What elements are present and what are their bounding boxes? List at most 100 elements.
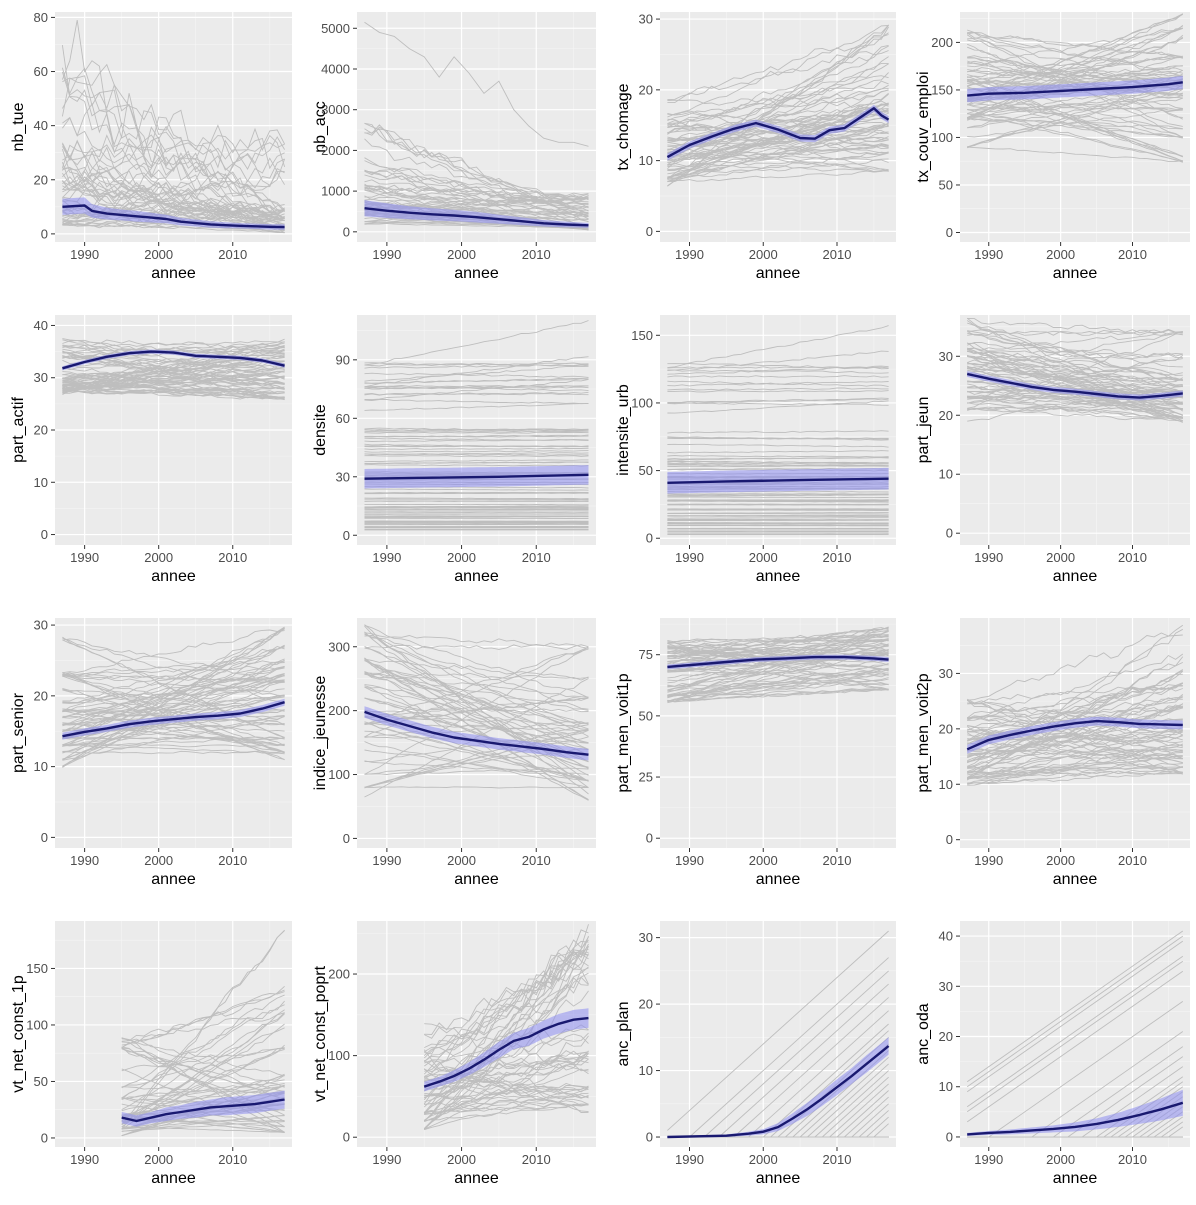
individual-series-line (967, 737, 1183, 764)
individual-series-line (424, 1053, 589, 1130)
individual-series-line (364, 455, 589, 457)
chart-svg-part_senior: 1990 2000 2010 0 10 20 30 annee part_senior (10, 618, 292, 888)
y-tick-label: 0 (946, 832, 953, 847)
individual-series-line (967, 744, 1183, 785)
individual-series-line (667, 626, 889, 658)
chart-densite: 1990 2000 2010 0 30 60 90 annee densite (302, 303, 602, 603)
individual-series-line (966, 955, 1184, 1108)
y-tick-label: 0 (343, 224, 350, 239)
y-tick-label: 0 (41, 226, 48, 241)
individual-series-line (967, 356, 1183, 397)
y-tick-label: 150 (931, 82, 953, 97)
individual-series-line (62, 750, 285, 755)
x-tick-label: 2000 (1046, 1152, 1075, 1167)
x-axis-title: annee (756, 265, 801, 282)
x-tick-label: 1990 (675, 853, 704, 868)
y-axis-title: part_men_voit2p (915, 673, 932, 792)
x-tick-label: 1990 (70, 853, 99, 868)
individual-series-line (667, 131, 889, 179)
y-tick-label: 150 (26, 961, 48, 976)
individual-series-line (62, 364, 285, 371)
individual-series-line (667, 390, 889, 393)
x-tick-label: 2000 (447, 550, 476, 565)
individual-series-line (667, 375, 889, 378)
individual-series-line (967, 55, 1183, 81)
individual-series-line (967, 757, 1183, 784)
y-axis-title: part_men_voit1p (615, 673, 632, 792)
individual-series-line (667, 499, 889, 501)
individual-series-line (364, 450, 589, 453)
individual-series-line (667, 45, 889, 135)
individual-series-line (364, 122, 589, 231)
x-tick-label: 1990 (974, 853, 1003, 868)
individual-series-line (667, 158, 889, 179)
individual-series-line (967, 329, 1183, 336)
individual-series-line (364, 624, 589, 699)
individual-series-line (364, 498, 589, 501)
chart-svg-anc_oda: 1990 2000 2010 0 10 20 30 40 annee anc_oda (915, 921, 1190, 1187)
individual-series-line (121, 1048, 285, 1072)
individual-series-line (364, 491, 589, 494)
individual-series-line (364, 671, 589, 725)
individual-series-line (424, 1086, 589, 1100)
individual-series-line (62, 628, 285, 761)
individual-series-line (967, 146, 1183, 162)
y-tick-label: 10 (34, 475, 48, 490)
individual-series-line (364, 697, 589, 769)
individual-series-line (667, 930, 889, 1131)
individual-series-line (667, 642, 889, 658)
individual-series-line (967, 94, 1183, 129)
individual-series-line (967, 402, 1183, 419)
confidence-ribbon (667, 1037, 889, 1138)
individual-series-line (61, 124, 285, 170)
y-axis-title: nb_acc (312, 101, 329, 153)
x-axis-title: annee (1053, 871, 1098, 888)
chart-tx_couv_emploi: 1990 2000 2010 0 50 100 150 200 annee tx_couv_emp… (905, 0, 1196, 300)
individual-series-line (121, 989, 285, 1049)
y-tick-label: 20 (34, 423, 48, 438)
individual-series-line (424, 1088, 589, 1131)
y-axis-title: tx_chomage (615, 83, 632, 170)
individual-series-line (424, 1059, 589, 1113)
individual-series-line (62, 375, 285, 381)
y-tick-label: 0 (946, 526, 953, 541)
individual-series-line (667, 24, 889, 170)
x-tick-label: 2000 (1046, 550, 1075, 565)
individual-series-line (967, 368, 1183, 392)
x-tick-label: 2000 (144, 853, 173, 868)
individual-series-line (967, 32, 1183, 77)
x-tick-label: 1990 (372, 550, 401, 565)
individual-series-line (667, 400, 889, 414)
individual-series-line (667, 494, 889, 497)
individual-series-line (121, 994, 285, 1099)
y-tick-label: 300 (328, 639, 350, 654)
individual-series-line (667, 639, 889, 650)
individual-series-line (667, 496, 889, 499)
y-tick-label: 100 (26, 1017, 48, 1032)
y-tick-label: 40 (34, 318, 48, 333)
individual-series-line (667, 50, 889, 104)
individual-series-line (967, 743, 1183, 769)
individual-series-line (364, 445, 589, 448)
individual-series-line (799, 1056, 889, 1138)
individual-series-line (667, 169, 889, 182)
y-axis-title: part_jeun (915, 397, 932, 464)
individual-series-line (364, 749, 589, 782)
individual-series-line (364, 320, 589, 366)
individual-series-line (364, 431, 589, 434)
individual-series-line (967, 408, 1183, 422)
individual-series-line (967, 358, 1183, 399)
individual-series-line (718, 983, 889, 1138)
individual-series-line (62, 355, 285, 379)
x-tick-label: 2000 (749, 247, 778, 262)
individual-series-line (967, 766, 1183, 786)
individual-series-line (121, 1038, 285, 1133)
individual-series-line (967, 331, 1183, 351)
individual-series-line (423, 940, 589, 1114)
individual-series-line (967, 84, 1184, 148)
chart-svg-vt_net_const_poprt: 1990 2000 2010 0 100 200 annee vt_net_const_pop… (312, 921, 596, 1187)
individual-series-line (667, 369, 889, 374)
individual-series-line (967, 727, 1183, 779)
individual-series-line (62, 185, 285, 221)
y-axis-title: vt_net_const_poprt (312, 965, 329, 1102)
